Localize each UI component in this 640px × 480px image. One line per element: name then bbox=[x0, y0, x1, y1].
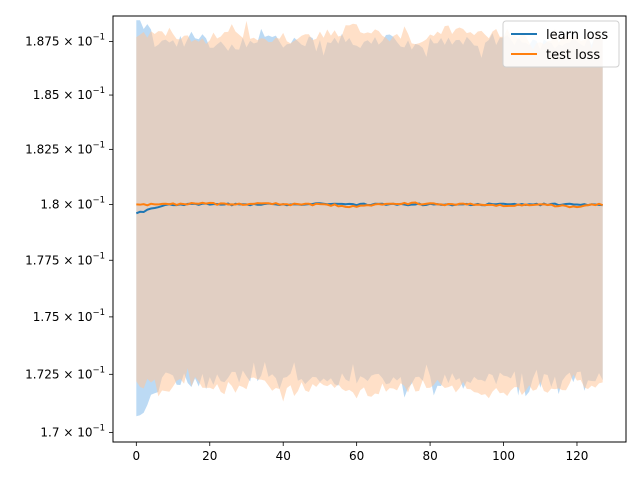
y-tick-label: 1.775 × 10−1 bbox=[25, 251, 105, 267]
y-tick-label: 1.85 × 10−1 bbox=[33, 86, 105, 102]
legend: learn loss test loss bbox=[502, 20, 620, 68]
x-tick-label: 60 bbox=[349, 449, 364, 463]
test-loss-line bbox=[136, 201, 604, 209]
x-tick-label: 120 bbox=[566, 449, 589, 463]
axis-ticks: 0 20 40 60 80 100 120 1.7 × 10−1 1.725 × 10−1 1.7… bbox=[25, 32, 588, 463]
y-tick-label: 1.825 × 10−1 bbox=[25, 140, 105, 156]
y-tick-label: 1.7 × 10−1 bbox=[40, 424, 105, 440]
y-tick-label: 1.75 × 10−1 bbox=[33, 308, 105, 324]
test-loss-band bbox=[136, 20, 603, 402]
y-tick-label: 1.8 × 10−1 bbox=[40, 195, 105, 211]
y-tick-label: 1.875 × 10−1 bbox=[25, 32, 105, 48]
plot-frame bbox=[112, 15, 627, 443]
legend-label: learn loss bbox=[546, 28, 608, 43]
x-tick-label: 40 bbox=[276, 449, 291, 463]
legend-box bbox=[502, 20, 620, 68]
x-tick-label: 100 bbox=[492, 449, 515, 463]
x-tick-label: 20 bbox=[202, 449, 217, 463]
x-tick-label: 80 bbox=[422, 449, 437, 463]
series-lines bbox=[135, 201, 604, 215]
y-tick-label: 1.725 × 10−1 bbox=[25, 365, 105, 381]
confidence-bands bbox=[136, 20, 603, 417]
legend-label: test loss bbox=[546, 48, 600, 63]
x-tick-label: 0 bbox=[132, 449, 140, 463]
